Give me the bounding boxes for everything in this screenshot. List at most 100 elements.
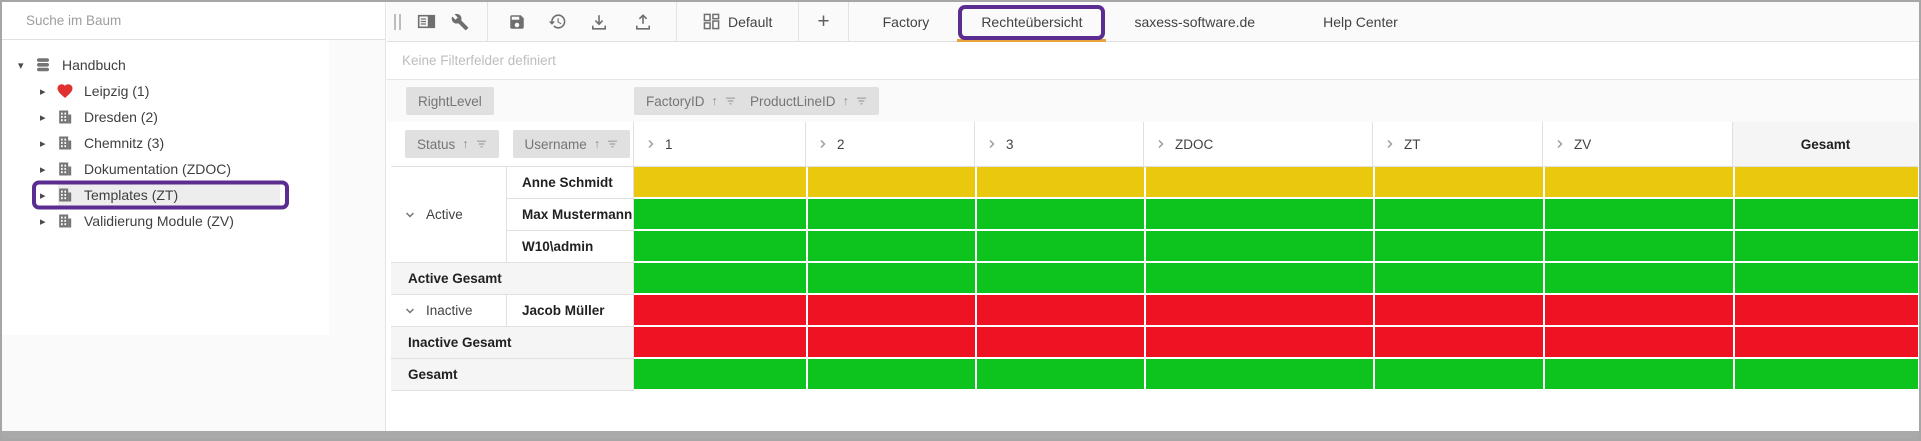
row-header-username[interactable]: Max Mustermann [507, 199, 634, 231]
field-label: RightLevel [418, 93, 482, 109]
expand-arrow-icon[interactable] [40, 215, 56, 228]
field-chooser-icon[interactable] [413, 9, 439, 35]
table-row: Inactive Jacob Müller [391, 295, 1918, 327]
row-header-username[interactable]: Jacob Müller [507, 295, 634, 327]
expand-chevron-icon[interactable] [817, 138, 829, 150]
tab-label: saxess-software.de [1134, 13, 1256, 30]
database-icon [37, 58, 49, 72]
pivot-grid: Status Username 1 [391, 122, 1918, 391]
horizontal-scrollbar[interactable] [2, 431, 1919, 439]
tree-sidebar: Handbuch Leipzig (1) Dresden (2) [2, 2, 386, 439]
filter-icon[interactable] [476, 139, 487, 149]
pivot-table: Status Username 1 [391, 122, 1918, 391]
expand-arrow-icon[interactable] [40, 189, 56, 202]
table-row: W10\admin [391, 231, 1918, 263]
toolbar-divider [676, 2, 677, 42]
row-header-status-inactive[interactable]: Inactive [391, 295, 507, 327]
expand-arrow-icon[interactable] [18, 59, 34, 72]
data-cells-band[interactable] [634, 167, 1918, 199]
field-label: FactoryID [646, 93, 705, 109]
column-header-label: Gesamt [1800, 136, 1851, 152]
history-icon[interactable] [544, 9, 570, 35]
expand-arrow-icon[interactable] [40, 85, 56, 98]
tree-item-handbuch[interactable]: Handbuch [2, 52, 329, 78]
column-header-zt[interactable]: ZT [1373, 122, 1543, 167]
data-field-rightlevel[interactable]: RightLevel [406, 87, 494, 115]
building-icon [59, 162, 72, 176]
tree-item-dresden[interactable]: Dresden (2) [2, 104, 329, 130]
sidebar-bottom-area [2, 353, 385, 431]
column-header-label: ZT [1404, 136, 1421, 152]
expand-arrow-icon[interactable] [40, 111, 56, 124]
tree-item-leipzig[interactable]: Leipzig (1) [2, 78, 329, 104]
field-header-area: RightLevel FactoryID ProductLineID [387, 80, 1919, 122]
wrench-icon[interactable] [447, 9, 473, 35]
data-cells-band[interactable] [634, 263, 1918, 295]
column-header-zdoc[interactable]: ZDOC [1144, 122, 1373, 167]
building-icon [59, 110, 72, 124]
column-header-label: 3 [1006, 136, 1014, 152]
download-icon[interactable] [586, 9, 612, 35]
tab-help-center[interactable]: Help Center [1297, 2, 1424, 42]
tab-saxess-software[interactable]: saxess-software.de [1108, 2, 1281, 42]
row-field-status[interactable]: Status [405, 130, 499, 158]
field-label: Username [524, 136, 587, 152]
save-icon[interactable] [504, 9, 530, 35]
column-header-3[interactable]: 3 [975, 122, 1144, 167]
column-header-label: ZV [1574, 136, 1592, 152]
row-header-status-active[interactable]: Active [391, 167, 507, 263]
filter-fields-area[interactable]: Keine Filterfelder definiert [387, 42, 1919, 80]
summary-row-label: Inactive Gesamt [391, 327, 634, 359]
data-cells-band[interactable] [634, 359, 1918, 391]
data-cells-band[interactable] [634, 231, 1918, 263]
building-icon [59, 136, 72, 150]
row-header-username[interactable]: W10\admin [507, 231, 634, 263]
row-field-username[interactable]: Username [512, 130, 631, 158]
summary-row-label: Active Gesamt [391, 263, 634, 295]
column-header-zv[interactable]: ZV [1543, 122, 1733, 167]
tree-item-label: Leipzig (1) [84, 83, 150, 99]
toolbar: Default + Factory Rechteübersicht saxess… [387, 2, 1919, 42]
row-header-username[interactable]: Anne Schmidt [507, 167, 634, 199]
expand-chevron-icon[interactable] [645, 138, 657, 150]
tree-item-dokumentation[interactable]: Dokumentation (ZDOC) [2, 156, 329, 182]
tab-rechteuebersicht-active[interactable]: Rechteübersicht [955, 2, 1108, 42]
tab-label: Factory [882, 13, 930, 30]
search-input[interactable] [26, 13, 356, 28]
column-field-productlineid[interactable]: ProductLineID [738, 87, 879, 115]
tree-item-templates-selected[interactable]: Templates (ZT) [2, 180, 329, 210]
layout-selector-button[interactable]: Default [703, 13, 772, 30]
filter-icon[interactable] [607, 139, 618, 149]
tree-item-chemnitz[interactable]: Chemnitz (3) [2, 130, 329, 156]
column-header-label: 2 [837, 136, 845, 152]
add-tab-button[interactable]: + [817, 10, 830, 33]
column-header-2[interactable]: 2 [806, 122, 975, 167]
expand-chevron-icon[interactable] [986, 138, 998, 150]
tab-factory[interactable]: Factory [857, 2, 956, 42]
expand-arrow-icon[interactable] [40, 163, 56, 176]
filter-icon[interactable] [725, 96, 736, 106]
column-header-1[interactable]: 1 [634, 122, 806, 167]
expand-arrow-icon[interactable] [40, 137, 56, 150]
splitter-handle[interactable] [394, 13, 401, 30]
tree-item-label: Templates (ZT) [84, 187, 179, 203]
expand-chevron-icon[interactable] [1554, 138, 1566, 150]
field-label: Status [417, 136, 456, 152]
table-row: Active Anne Schmidt [391, 167, 1918, 263]
tree-item-validierung[interactable]: Validierung Module (ZV) [2, 208, 329, 234]
pivot-grid-panel: Keine Filterfelder definiert RightLevel … [387, 42, 1919, 431]
collapse-chevron-icon[interactable] [404, 209, 416, 221]
filter-icon[interactable] [856, 96, 867, 106]
expand-chevron-icon[interactable] [1384, 138, 1396, 150]
field-label: ProductLineID [750, 93, 836, 109]
upload-icon[interactable] [630, 9, 656, 35]
tree-item-label: Handbuch [62, 57, 126, 73]
data-cells-band[interactable] [634, 199, 1918, 231]
column-field-factoryid[interactable]: FactoryID [634, 87, 748, 115]
toolbar-divider [798, 2, 800, 42]
expand-chevron-icon[interactable] [1155, 138, 1167, 150]
collapse-chevron-icon[interactable] [404, 305, 416, 317]
table-row-summary: Active Gesamt [391, 263, 1918, 295]
data-cells-band[interactable] [634, 295, 1918, 327]
data-cells-band[interactable] [634, 327, 1918, 359]
